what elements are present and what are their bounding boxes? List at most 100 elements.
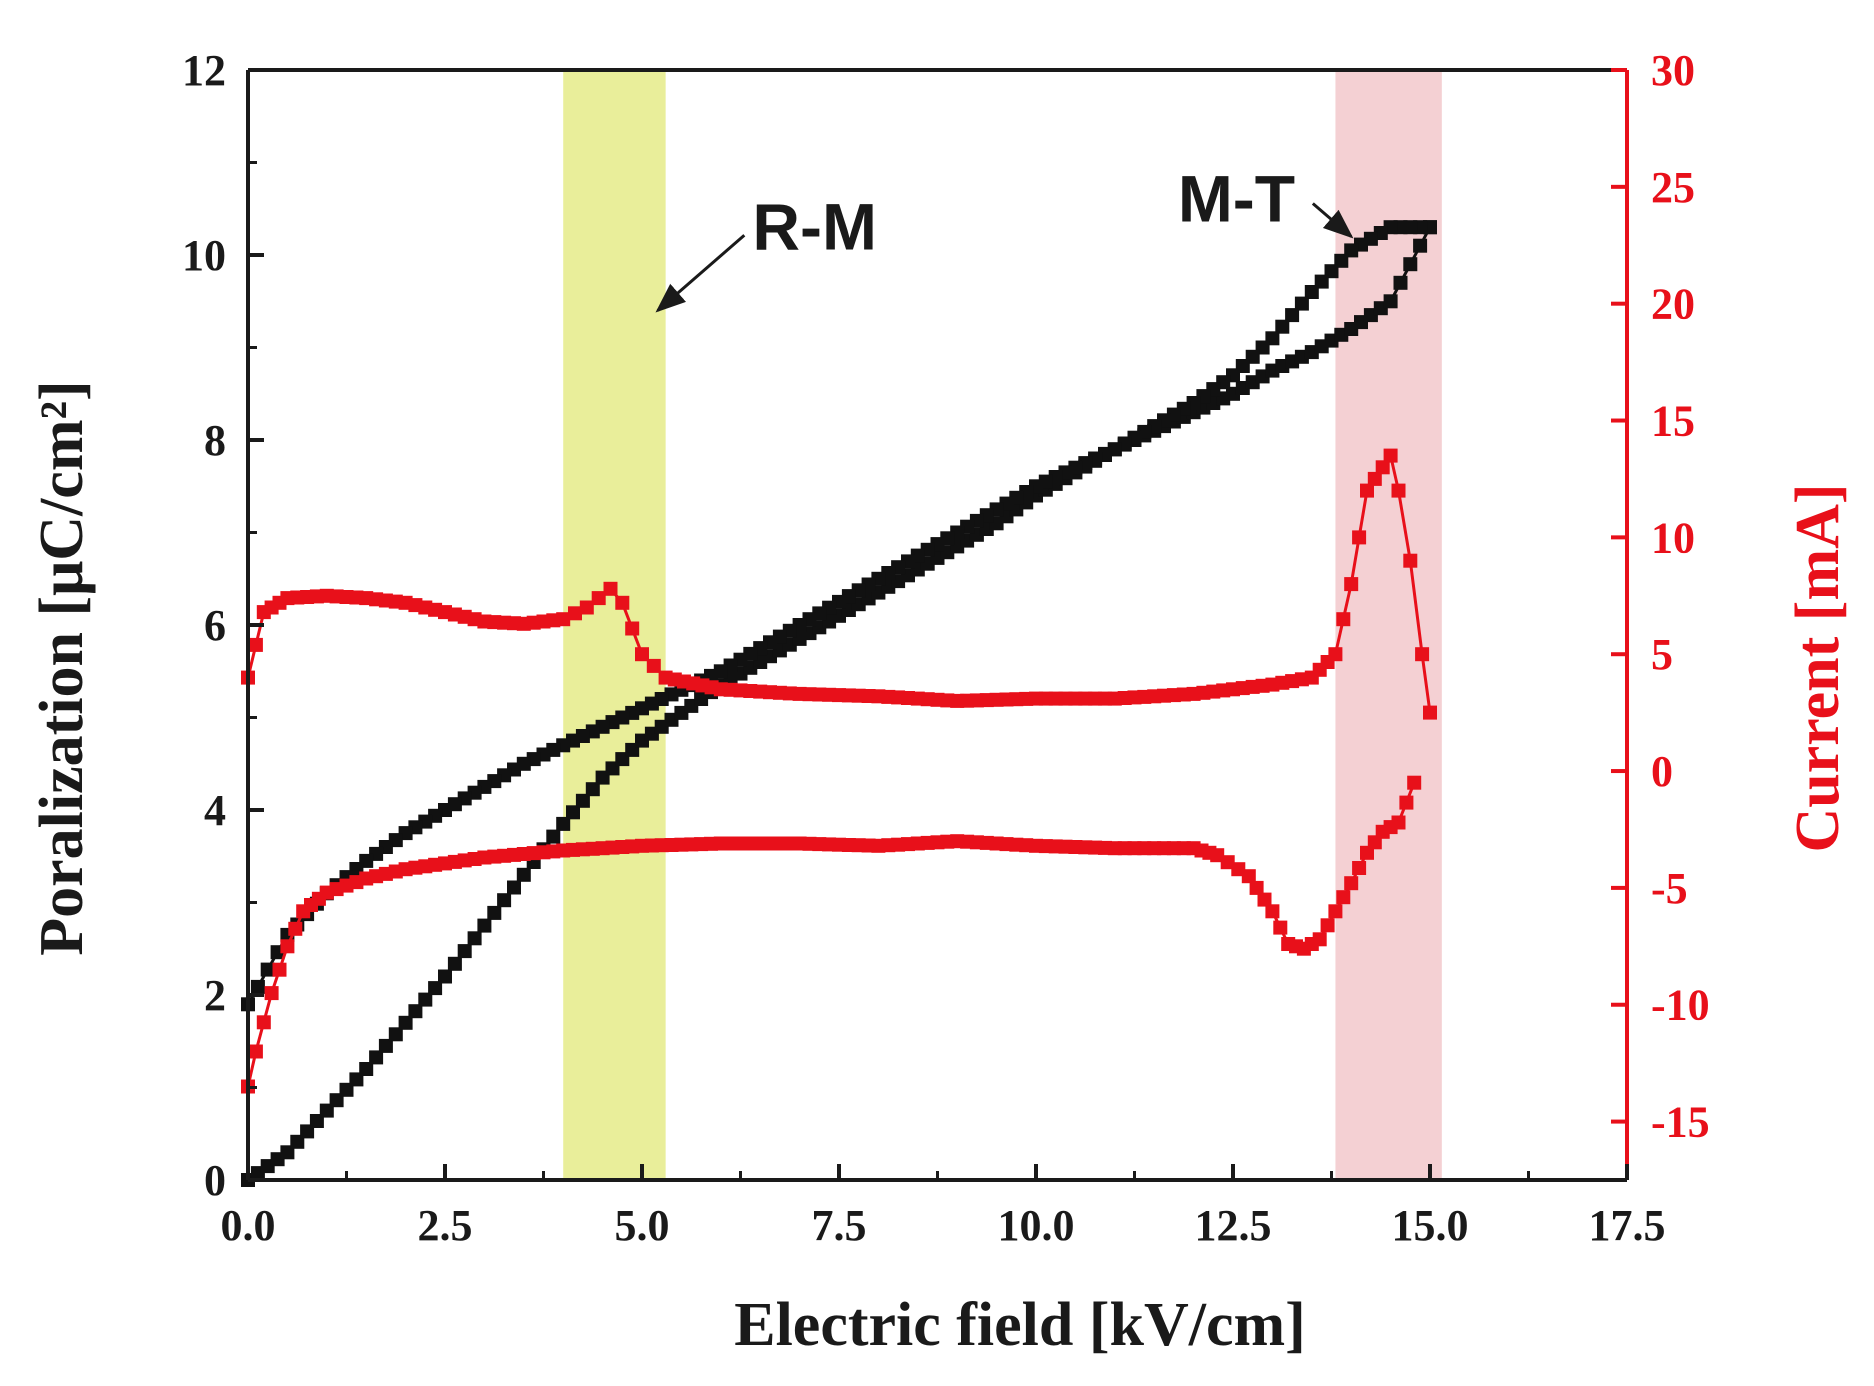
data-point xyxy=(516,867,531,882)
data-point xyxy=(1360,845,1374,860)
data-point xyxy=(1344,577,1359,592)
y-tick-label-left: 8 xyxy=(204,416,226,465)
data-point xyxy=(585,782,600,797)
annotation-m-t: M-T xyxy=(1178,162,1295,236)
data-point xyxy=(1403,553,1418,568)
x-tick-label: 0.0 xyxy=(221,1201,276,1250)
data-point xyxy=(418,992,433,1007)
data-point xyxy=(546,829,561,844)
data-point xyxy=(256,1015,271,1030)
data-point xyxy=(1249,880,1264,895)
y-tick-label-right: -10 xyxy=(1651,981,1710,1030)
data-point xyxy=(260,962,275,977)
series-line xyxy=(246,451,1432,713)
series-line xyxy=(247,226,1432,1182)
data-point xyxy=(1391,483,1406,498)
x-tick-label: 17.5 xyxy=(1589,1201,1666,1250)
data-point xyxy=(615,595,630,610)
x-tick-label: 5.0 xyxy=(615,1201,670,1250)
data-point xyxy=(625,621,640,636)
annotation-r-m: R-M xyxy=(752,189,877,263)
y-tick-label-right: 15 xyxy=(1651,397,1695,446)
data-point xyxy=(1328,904,1343,919)
annotation-arrow-m-t xyxy=(1311,202,1354,239)
data-point xyxy=(575,793,590,808)
data-point xyxy=(1383,294,1398,309)
y-tick-label-right: -15 xyxy=(1651,1098,1710,1147)
x-tick-label: 2.5 xyxy=(418,1201,473,1250)
data-point xyxy=(556,612,571,627)
data-point xyxy=(566,805,580,820)
data-point xyxy=(1415,647,1430,662)
x-tick-label: 15.0 xyxy=(1392,1201,1469,1250)
x-axis-label: Electric field [kV/cm] xyxy=(734,1291,1306,1359)
data-point xyxy=(477,918,492,933)
y-tick-label-right: -5 xyxy=(1651,864,1688,913)
series-0-polarization xyxy=(241,220,1437,1187)
data-point xyxy=(579,600,594,615)
data-point xyxy=(1320,918,1335,933)
data-point xyxy=(1367,471,1382,486)
data-point xyxy=(272,962,287,977)
data-point xyxy=(264,986,279,1001)
data-point xyxy=(1407,775,1422,790)
data-point xyxy=(280,939,295,954)
data-point xyxy=(487,905,502,920)
data-point xyxy=(1423,705,1437,720)
data-point xyxy=(591,591,606,606)
y-tick-label-right: 0 xyxy=(1651,747,1673,796)
data-point xyxy=(1281,937,1296,951)
data-point xyxy=(1403,257,1418,272)
data-point xyxy=(1393,275,1408,290)
data-point xyxy=(1352,530,1367,545)
data-point xyxy=(447,956,462,971)
annotation-arrow-r-m xyxy=(655,234,746,313)
data-point xyxy=(1375,460,1390,475)
data-point xyxy=(1413,238,1428,253)
data-point xyxy=(1336,612,1351,627)
series-3-current xyxy=(241,775,1422,1094)
y-tick-label-right: 30 xyxy=(1651,46,1695,95)
data-point xyxy=(250,979,265,994)
data-point xyxy=(1360,483,1374,498)
y-tick-label-right: 10 xyxy=(1651,513,1695,562)
x-tick-label: 12.5 xyxy=(1195,1201,1272,1250)
series-1-polarization xyxy=(241,220,1437,1012)
y-tick-label-right: 20 xyxy=(1651,280,1695,329)
data-point xyxy=(359,1062,374,1076)
y-tick-label-left: 4 xyxy=(204,786,226,835)
data-point xyxy=(1275,319,1290,334)
data-point xyxy=(1265,904,1280,919)
data-point xyxy=(1294,296,1309,311)
data-point xyxy=(1399,795,1414,810)
data-point xyxy=(1273,920,1288,935)
y-tick-label-right: 5 xyxy=(1651,630,1673,679)
y-tick-label-left: 2 xyxy=(204,971,226,1020)
data-point xyxy=(507,880,521,895)
y-axis-label-right: Current [mA] xyxy=(1784,483,1852,852)
data-point xyxy=(369,1050,384,1065)
highlight-band-r-m xyxy=(563,70,666,1180)
y-tick-label-left: 6 xyxy=(204,601,226,650)
data-point xyxy=(1328,647,1343,662)
data-point xyxy=(248,1044,263,1059)
data-point xyxy=(556,816,571,831)
data-point xyxy=(603,581,618,596)
data-point xyxy=(438,969,452,984)
data-point xyxy=(1344,876,1359,891)
data-point xyxy=(398,1015,413,1030)
data-point xyxy=(1285,308,1300,323)
y-axis-label-left: Poralization [μC/cm²] xyxy=(28,380,96,955)
data-point xyxy=(288,921,303,936)
data-point xyxy=(497,893,512,908)
data-point xyxy=(467,931,482,946)
data-point xyxy=(457,944,472,959)
data-point xyxy=(1336,890,1351,905)
x-tick-label: 10.0 xyxy=(998,1201,1075,1250)
y-tick-label-left: 0 xyxy=(204,1156,226,1205)
data-point xyxy=(1257,892,1272,907)
data-point xyxy=(568,606,582,621)
data-point xyxy=(378,1038,393,1053)
y-tick-label-left: 12 xyxy=(182,46,226,95)
data-point xyxy=(646,658,661,673)
